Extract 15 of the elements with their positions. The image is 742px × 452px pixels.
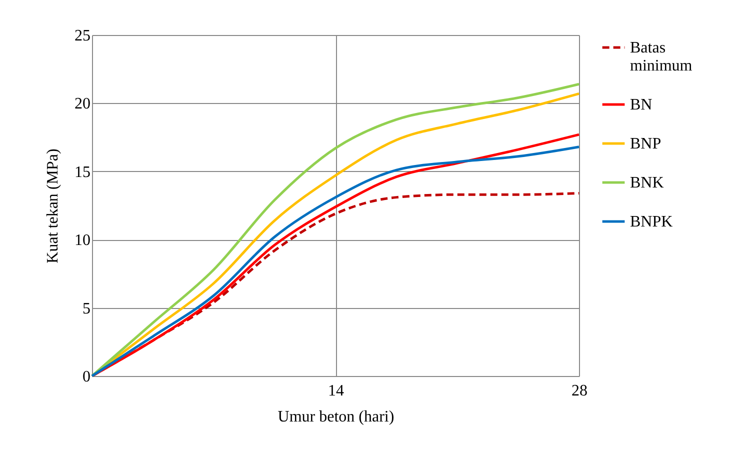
legend-label: BNK [630,174,664,192]
legend-label: BNPK [630,214,674,230]
y-tick-label: 10 [74,232,90,250]
y-tick-label: 15 [74,164,90,181]
x-tick-label: 28 [572,382,588,400]
legend-label: Batas minimum [630,40,693,74]
legend-label: BNP [630,136,662,152]
y-tick-label: 0 [82,368,90,386]
legend-label: BN [630,96,653,114]
x-tick-label: 14 [328,382,344,400]
y-tick-label: 25 [74,28,90,44]
y-axis-title: Kuat tekan (MPa) [44,148,62,264]
y-tick-label: 5 [82,300,90,318]
x-axis-title: Umur beton (hari) [278,408,394,426]
y-tick-label: 20 [74,96,90,113]
